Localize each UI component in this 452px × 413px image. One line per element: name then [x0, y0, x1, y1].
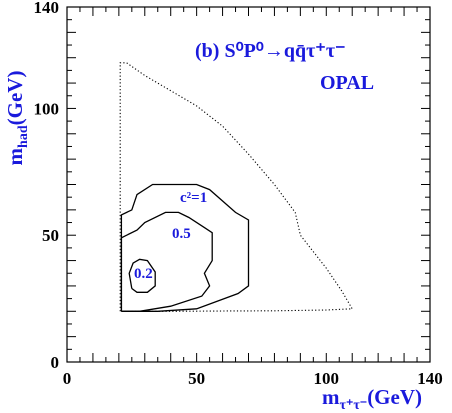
y-tick-label: 50 — [42, 226, 59, 245]
contour-label-c2-1-text: c²=1 — [180, 190, 207, 206]
y-tick-label: 100 — [34, 99, 60, 118]
contour-line-2 — [120, 211, 213, 312]
axis-ticks — [66, 6, 431, 363]
contour-line-0 — [119, 62, 354, 312]
x-tick-label: 0 — [63, 369, 72, 388]
x-axis-label-sub: τ⁺τ⁻ — [340, 398, 368, 413]
y-axis-label-unit: (GeV) — [3, 71, 27, 126]
chart-title: (b) S⁰P⁰→qq̄τ⁺τ⁻ OPAL — [195, 40, 374, 94]
contour-line-1 — [120, 183, 250, 312]
contour-label-c2-1: c²=1 — [180, 190, 207, 206]
contour-lines — [119, 62, 354, 312]
x-tick-label: 50 — [188, 369, 205, 388]
y-axis-label-sub: had — [16, 125, 31, 148]
x-axis-label: mτ⁺τ⁻(GeV) — [322, 385, 422, 413]
contour-label-0-5: 0.5 — [172, 226, 191, 242]
contour-line-3 — [128, 258, 156, 293]
x-axis-label-unit: (GeV) — [367, 385, 422, 409]
y-tick-label: 140 — [34, 0, 60, 17]
x-axis-title: mτ⁺τ⁻(GeV) — [322, 385, 422, 413]
chart-title-line2: OPAL — [320, 72, 374, 94]
contour-labels: c²=1 0.5 0.2 — [134, 190, 207, 282]
x-tick-label: 100 — [314, 369, 340, 388]
y-tick-label: 0 — [51, 353, 60, 372]
tick-labels: 0 50 100 140 0 50 100 140 — [34, 0, 443, 388]
y-axis-title: mhad(GeV) — [3, 71, 31, 166]
y-axis-label-main: m — [3, 147, 27, 165]
contour-label-0-2: 0.2 — [134, 266, 153, 282]
y-axis-label: mhad(GeV) — [3, 71, 31, 166]
chart-title-line1: (b) S⁰P⁰→qq̄τ⁺τ⁻ — [195, 40, 346, 62]
x-axis-label-main: m — [322, 385, 340, 409]
x-tick-label: 140 — [417, 369, 443, 388]
